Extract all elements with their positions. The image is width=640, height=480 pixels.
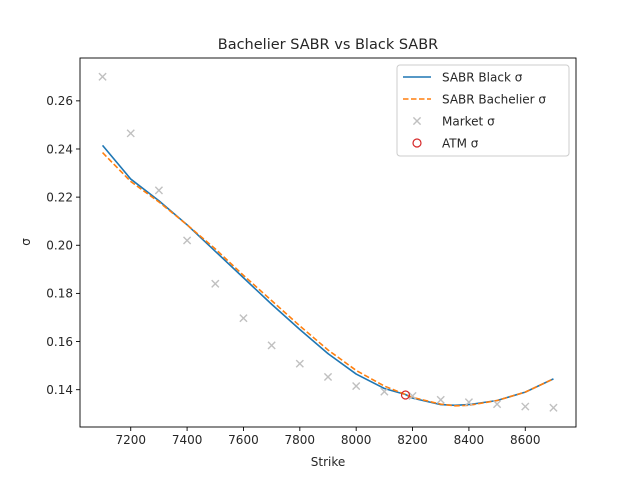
y-tick-label: 0.18	[46, 287, 73, 301]
market-point	[323, 372, 333, 382]
market-point-stroke	[323, 372, 333, 382]
legend-item: Market σ	[412, 115, 495, 129]
legend-label: Market σ	[442, 115, 495, 129]
legend-label: ATM σ	[442, 137, 479, 151]
legend-item: SABR Bachelier σ	[403, 93, 546, 107]
y-tick-label: 0.14	[46, 383, 73, 397]
y-tick-label: 0.16	[46, 335, 73, 349]
market-point-stroke	[154, 186, 164, 195]
market-point-stroke	[408, 391, 417, 401]
axis-ticks: 7200 7400 7600 7800 8000 8200 8400 8600 0.14 0.16…	[46, 94, 540, 447]
market-point	[182, 236, 192, 245]
y-tick-label: 0.24	[46, 142, 73, 156]
x-tick-label: 8400	[454, 433, 485, 447]
market-point	[521, 402, 530, 411]
y-axis-title: σ	[19, 238, 33, 246]
x-tick-label: 7600	[228, 433, 259, 447]
y-tick-label: 0.22	[46, 190, 73, 204]
legend-box	[396, 64, 570, 157]
series-line-0	[101, 144, 554, 407]
market-point	[98, 72, 107, 81]
legend-item: ATM σ	[412, 137, 479, 151]
y-tick-label: 0.20	[46, 239, 73, 253]
x-tick-label: 7800	[285, 433, 316, 447]
y-tick-label: 0.26	[46, 94, 73, 108]
x-tick-label: 8200	[397, 433, 428, 447]
market-point	[267, 341, 276, 350]
market-point	[492, 400, 502, 409]
plot-area	[79, 57, 577, 428]
market-point-stroke	[352, 381, 361, 391]
x-tick-label: 7200	[115, 433, 146, 447]
market-point	[211, 279, 220, 288]
market-point-stroke	[239, 314, 248, 323]
x-tick-label: 7400	[172, 433, 203, 447]
market-point-stroke	[98, 72, 107, 81]
market-point-stroke	[436, 395, 445, 404]
market-point-stroke	[521, 402, 530, 411]
market-point-stroke	[295, 359, 304, 368]
x-axis-title: Strike	[311, 455, 346, 469]
x-tick-label: 8600	[510, 433, 541, 447]
market-point	[549, 403, 558, 412]
chart-title: Bachelier SABR vs Black SABR	[218, 37, 439, 53]
market-point-stroke	[211, 279, 220, 288]
market-point-stroke	[182, 236, 192, 245]
legend-label: SABR Bachelier σ	[442, 93, 546, 107]
legend-circle-swatch	[412, 138, 422, 148]
market-point	[436, 395, 445, 404]
x-tick-label: 8000	[341, 433, 372, 447]
market-point-stroke	[464, 398, 474, 407]
market-point-stroke	[267, 341, 276, 350]
market-point-stroke	[126, 129, 135, 138]
axes-frame	[79, 57, 577, 428]
market-point	[126, 129, 135, 138]
market-point	[154, 186, 164, 195]
legend-x-swatch	[412, 116, 422, 126]
market-point	[380, 387, 389, 396]
atm-point	[400, 390, 411, 400]
market-point-stroke	[492, 400, 502, 409]
legend-label: SABR Black σ	[442, 71, 523, 85]
market-point	[464, 398, 474, 407]
market-point	[408, 391, 417, 401]
legend: SABR Black σ SABR Bachelier σ Market σ ATM …	[396, 64, 570, 157]
market-point	[239, 314, 248, 323]
market-point	[295, 359, 304, 368]
market-point-stroke	[549, 403, 558, 412]
market-point	[352, 381, 361, 391]
legend-item: SABR Black σ	[403, 71, 523, 85]
market-point-stroke	[380, 387, 389, 396]
